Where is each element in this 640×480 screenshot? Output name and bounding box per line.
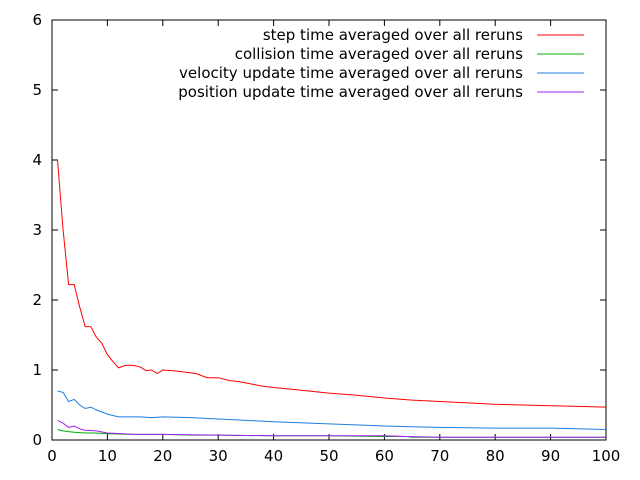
y-tick-label: 5 [32,81,42,99]
series-line-2 [57,390,607,430]
x-tick-label: 10 [98,447,117,465]
axis-ticks: 0 10 20 30 40 50 60 70 80 90 100 0 1 2 3 4 5 6 [32,11,620,465]
y-tick-label: 2 [32,291,42,309]
x-tick-label: 50 [319,447,338,465]
series-line-0 [57,159,607,408]
x-tick-label: 90 [541,447,560,465]
series-line-3 [57,419,606,438]
x-tick-label: 60 [375,447,394,465]
x-tick-label: 100 [592,447,621,465]
x-tick-label: 0 [47,447,57,465]
y-tick-label: 4 [32,151,42,169]
series-lines [57,159,607,438]
y-tick-label: 6 [32,11,42,29]
x-tick-label: 20 [153,447,172,465]
x-tick-label: 70 [430,447,449,465]
y-tick-label: 0 [32,431,42,449]
x-tick-label: 40 [264,447,283,465]
legend-label: velocity update time averaged over all r… [179,64,523,82]
x-tick-label: 80 [486,447,505,465]
legend-label: collision time averaged over all reruns [235,45,523,63]
y-tick-label: 3 [32,221,42,239]
y-tick-label: 1 [32,361,42,379]
legend-label: step time averaged over all reruns [263,26,523,44]
x-tick-label: 30 [209,447,228,465]
legend: step time averaged over all rerunscollis… [178,26,584,101]
legend-label: position update time averaged over all r… [178,83,523,101]
